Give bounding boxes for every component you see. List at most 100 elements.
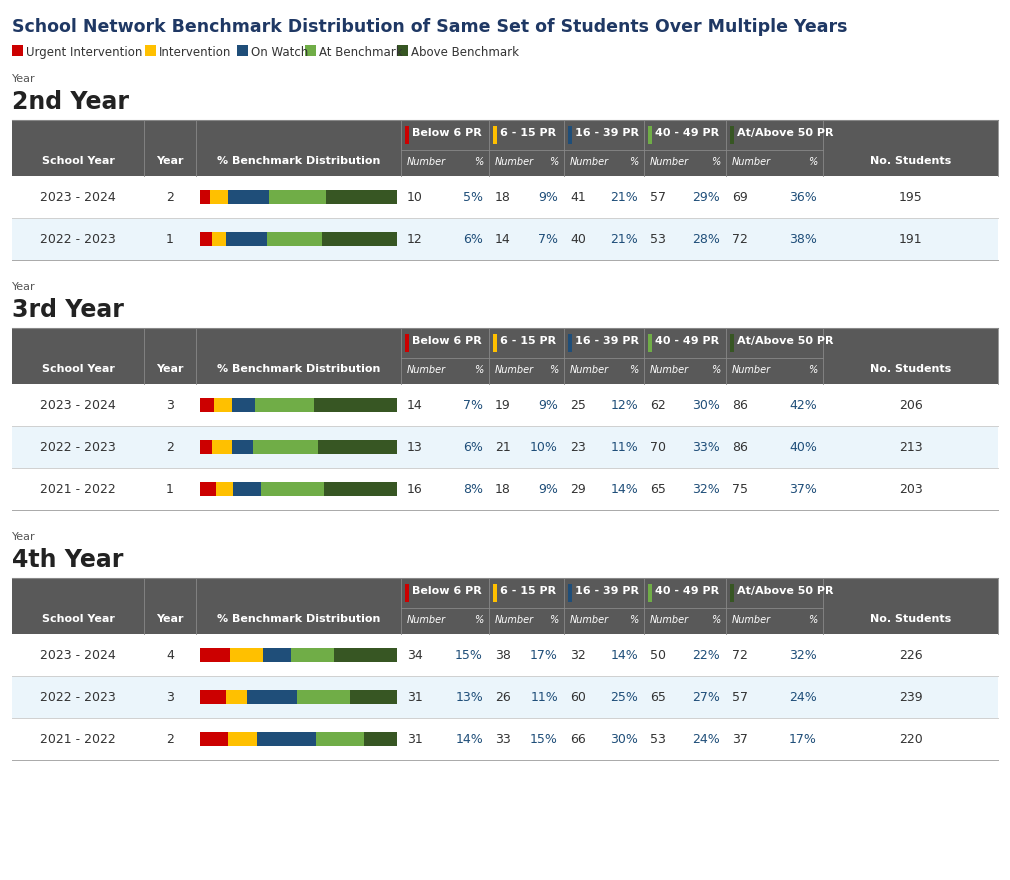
Text: %: % xyxy=(548,365,558,375)
Bar xyxy=(227,732,258,746)
Bar xyxy=(730,126,734,144)
Bar xyxy=(225,232,267,246)
Text: 28%: 28% xyxy=(692,232,720,246)
Bar xyxy=(648,126,652,144)
Text: At/Above 50 PR: At/Above 50 PR xyxy=(737,128,833,138)
Text: 9%: 9% xyxy=(538,399,558,412)
Text: School Year: School Year xyxy=(41,614,114,624)
Text: At/Above 50 PR: At/Above 50 PR xyxy=(737,336,833,346)
Text: 7%: 7% xyxy=(463,399,483,412)
Text: 21%: 21% xyxy=(610,190,638,203)
Bar xyxy=(216,482,233,496)
Bar xyxy=(200,648,229,662)
Text: 34: 34 xyxy=(407,649,423,662)
Text: 3: 3 xyxy=(166,691,174,703)
Text: School Year: School Year xyxy=(41,364,114,374)
Text: %: % xyxy=(711,615,720,625)
Text: 14%: 14% xyxy=(610,649,638,662)
Text: At/Above 50 PR: At/Above 50 PR xyxy=(737,586,833,596)
Text: 32: 32 xyxy=(570,649,586,662)
Text: 41: 41 xyxy=(570,190,586,203)
Bar xyxy=(730,584,734,602)
Bar xyxy=(12,426,998,468)
Text: 40 - 49 PR: 40 - 49 PR xyxy=(655,128,719,138)
Text: 2: 2 xyxy=(166,190,174,203)
Text: 37: 37 xyxy=(732,732,747,745)
Text: Urgent Intervention: Urgent Intervention xyxy=(26,46,142,59)
Bar xyxy=(12,718,998,760)
Text: %: % xyxy=(629,365,638,375)
Text: %: % xyxy=(548,157,558,167)
Text: 9%: 9% xyxy=(538,190,558,203)
Text: 13: 13 xyxy=(407,441,423,453)
Bar xyxy=(322,232,397,246)
Text: 6 - 15 PR: 6 - 15 PR xyxy=(500,336,557,346)
Text: 6 - 15 PR: 6 - 15 PR xyxy=(500,586,557,596)
Text: Below 6 PR: Below 6 PR xyxy=(412,128,482,138)
Text: 57: 57 xyxy=(650,190,666,203)
Text: 5%: 5% xyxy=(463,190,483,203)
Text: 31: 31 xyxy=(407,691,423,703)
Bar xyxy=(568,334,572,352)
Text: 16: 16 xyxy=(407,482,423,495)
Bar xyxy=(225,690,247,704)
Text: 72: 72 xyxy=(732,649,747,662)
Text: 2: 2 xyxy=(166,732,174,745)
Text: 1: 1 xyxy=(166,232,174,246)
Text: 40 - 49 PR: 40 - 49 PR xyxy=(655,586,719,596)
Text: 6 - 15 PR: 6 - 15 PR xyxy=(500,128,557,138)
Bar xyxy=(297,690,349,704)
Text: 32%: 32% xyxy=(692,482,720,495)
Text: 53: 53 xyxy=(650,732,666,745)
Text: 17%: 17% xyxy=(789,732,817,745)
Bar xyxy=(648,334,652,352)
Text: 36%: 36% xyxy=(789,190,817,203)
Text: 213: 213 xyxy=(899,441,922,453)
Text: 2: 2 xyxy=(166,441,174,453)
Text: 22%: 22% xyxy=(692,649,720,662)
Bar xyxy=(568,126,572,144)
Text: 21: 21 xyxy=(495,441,511,453)
Text: Number: Number xyxy=(495,157,534,167)
Text: 15%: 15% xyxy=(530,732,558,745)
Text: 31: 31 xyxy=(407,732,423,745)
Bar xyxy=(247,690,297,704)
Bar xyxy=(349,690,397,704)
Text: Number: Number xyxy=(495,615,534,625)
Text: 16 - 39 PR: 16 - 39 PR xyxy=(575,336,639,346)
Bar xyxy=(212,232,225,246)
Text: 32%: 32% xyxy=(789,649,817,662)
Text: At Benchmark: At Benchmark xyxy=(319,46,403,59)
Bar xyxy=(256,398,314,412)
Text: % Benchmark Distribution: % Benchmark Distribution xyxy=(217,364,380,374)
Text: 29%: 29% xyxy=(692,190,720,203)
Text: Number: Number xyxy=(407,615,446,625)
Text: Number: Number xyxy=(570,615,609,625)
Text: 2nd Year: 2nd Year xyxy=(12,90,129,114)
Bar xyxy=(263,648,291,662)
Text: 16 - 39 PR: 16 - 39 PR xyxy=(575,586,639,596)
Text: 195: 195 xyxy=(899,190,922,203)
Bar xyxy=(210,190,227,204)
Text: %: % xyxy=(711,157,720,167)
Text: 15%: 15% xyxy=(456,649,483,662)
Bar xyxy=(233,482,261,496)
Text: 42%: 42% xyxy=(789,399,817,412)
Text: 12%: 12% xyxy=(610,399,638,412)
Text: Number: Number xyxy=(570,365,609,375)
Text: Year: Year xyxy=(157,364,184,374)
Text: 191: 191 xyxy=(899,232,922,246)
Text: 86: 86 xyxy=(732,399,747,412)
Bar xyxy=(12,634,998,676)
Text: 226: 226 xyxy=(899,649,922,662)
Text: %: % xyxy=(629,157,638,167)
Bar xyxy=(305,45,316,56)
Bar xyxy=(200,690,225,704)
Text: 70: 70 xyxy=(650,441,666,453)
Bar xyxy=(267,232,322,246)
Text: %: % xyxy=(808,365,817,375)
Text: Above Benchmark: Above Benchmark xyxy=(411,46,519,59)
Text: 60: 60 xyxy=(570,691,586,703)
Bar xyxy=(291,648,334,662)
Text: 14: 14 xyxy=(495,232,511,246)
